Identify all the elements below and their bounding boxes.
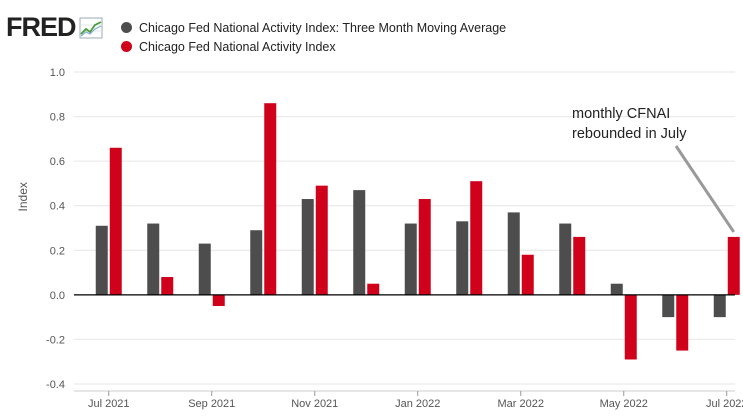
bar-moving-average[interactable] bbox=[147, 223, 160, 295]
legend-marker bbox=[121, 22, 132, 33]
legend-label: Chicago Fed National Activity Index bbox=[139, 39, 336, 54]
bar-moving-average[interactable] bbox=[507, 212, 520, 295]
bar-moving-average[interactable] bbox=[456, 221, 469, 295]
bar-activity-index[interactable] bbox=[470, 181, 483, 295]
bar-moving-average[interactable] bbox=[250, 230, 263, 295]
bar-activity-index[interactable] bbox=[624, 294, 637, 360]
bar-moving-average[interactable] bbox=[301, 199, 314, 295]
x-tick-label: Mar 2022 bbox=[498, 398, 544, 410]
bar-moving-average[interactable] bbox=[353, 190, 366, 295]
x-tick-label: Jan 2022 bbox=[395, 398, 440, 410]
legend-item-moving-average[interactable]: Chicago Fed National Activity Index: Thr… bbox=[121, 18, 506, 37]
legend-item-activity-index[interactable]: Chicago Fed National Activity Index bbox=[121, 37, 506, 56]
bar-activity-index[interactable] bbox=[212, 294, 225, 306]
annotation: monthly CFNAI rebounded in July bbox=[572, 106, 735, 233]
annotation-arrow bbox=[674, 145, 735, 233]
bar-activity-index[interactable] bbox=[676, 294, 689, 351]
legend-marker bbox=[121, 41, 132, 52]
fred-logo: FRED bbox=[6, 14, 103, 41]
bar-activity-index[interactable] bbox=[727, 236, 740, 295]
bar-moving-average[interactable] bbox=[610, 283, 623, 295]
bar-activity-index[interactable] bbox=[264, 103, 277, 295]
chart-line-icon bbox=[79, 17, 102, 38]
bar-activity-index[interactable] bbox=[161, 277, 174, 295]
y-tick-label: -0.2 bbox=[46, 334, 65, 346]
y-tick-label: 0.0 bbox=[50, 290, 65, 302]
bar-moving-average[interactable] bbox=[95, 225, 108, 295]
x-tick-label: May 2022 bbox=[600, 398, 648, 410]
bar-moving-average[interactable] bbox=[713, 294, 726, 318]
axes: 1.0 0.8 0.6 0.4 0.2 0.0 -0.2 -0.4 Index Jul 2021 S… bbox=[16, 67, 743, 410]
annotation-text: monthly CFNAI bbox=[572, 106, 670, 122]
bar-activity-index[interactable] bbox=[418, 199, 431, 295]
bar-moving-average[interactable] bbox=[198, 243, 211, 295]
legend-label: Chicago Fed National Activity Index: Thr… bbox=[139, 20, 507, 35]
gridlines bbox=[74, 71, 735, 385]
y-tick-label: 0.2 bbox=[50, 245, 65, 257]
fred-logo-text: FRED bbox=[6, 12, 76, 42]
bar-moving-average[interactable] bbox=[404, 223, 417, 295]
y-tick-label: 0.8 bbox=[50, 112, 65, 124]
x-tick-label: Jul 2022 bbox=[706, 398, 743, 410]
x-tick-label: Nov 2021 bbox=[291, 398, 338, 410]
bar-activity-index[interactable] bbox=[573, 236, 586, 295]
bar-moving-average[interactable] bbox=[559, 223, 572, 295]
annotation-text: rebounded in July bbox=[572, 126, 687, 142]
bar-activity-index[interactable] bbox=[521, 254, 534, 295]
bar-activity-index[interactable] bbox=[109, 147, 122, 295]
y-tick-label: -0.4 bbox=[46, 379, 65, 391]
bar-activity-index[interactable] bbox=[367, 283, 380, 295]
chart-legend: Chicago Fed National Activity Index: Thr… bbox=[121, 18, 506, 56]
y-tick-label: 0.4 bbox=[50, 201, 65, 213]
x-tick-label: Sep 2021 bbox=[188, 398, 235, 410]
y-tick-label: 1.0 bbox=[50, 67, 65, 79]
bar-activity-index[interactable] bbox=[315, 185, 328, 295]
x-tick-label: Jul 2021 bbox=[88, 398, 130, 410]
y-axis-title: Index bbox=[16, 182, 30, 211]
bar-moving-average[interactable] bbox=[662, 294, 675, 318]
y-tick-label: 0.6 bbox=[50, 156, 65, 168]
bars bbox=[95, 103, 740, 360]
